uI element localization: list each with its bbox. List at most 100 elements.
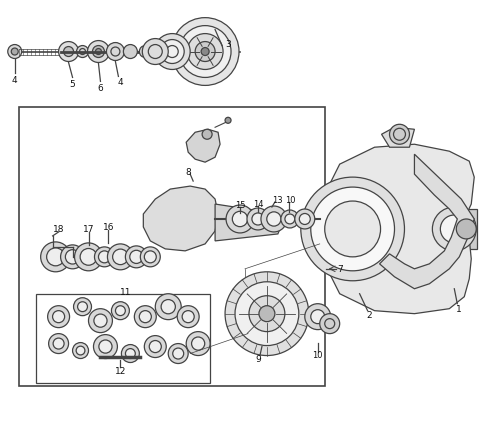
Circle shape xyxy=(94,314,107,328)
Text: 6: 6 xyxy=(97,84,103,93)
Circle shape xyxy=(8,46,22,59)
Polygon shape xyxy=(381,128,414,148)
Circle shape xyxy=(77,302,87,312)
Circle shape xyxy=(106,43,124,61)
Text: 1: 1 xyxy=(455,305,461,314)
Circle shape xyxy=(73,343,88,359)
Circle shape xyxy=(324,201,380,257)
Polygon shape xyxy=(143,187,218,251)
Circle shape xyxy=(92,46,104,58)
Circle shape xyxy=(201,49,209,56)
Circle shape xyxy=(432,207,475,251)
Circle shape xyxy=(80,249,97,265)
Text: 9: 9 xyxy=(255,354,260,363)
Circle shape xyxy=(299,214,310,225)
Text: 13: 13 xyxy=(272,195,283,204)
Circle shape xyxy=(187,35,223,70)
Circle shape xyxy=(125,246,147,268)
Polygon shape xyxy=(379,155,473,289)
Text: 11: 11 xyxy=(120,288,131,296)
Circle shape xyxy=(142,40,168,65)
Circle shape xyxy=(130,250,143,264)
Circle shape xyxy=(191,337,204,350)
Circle shape xyxy=(235,282,298,346)
Circle shape xyxy=(88,309,112,333)
Circle shape xyxy=(284,215,294,225)
Circle shape xyxy=(310,187,393,271)
Circle shape xyxy=(179,26,230,78)
Circle shape xyxy=(154,35,190,70)
Polygon shape xyxy=(214,204,281,242)
Text: 14: 14 xyxy=(252,199,263,208)
Text: 16: 16 xyxy=(103,223,114,232)
Circle shape xyxy=(294,210,314,230)
Circle shape xyxy=(94,248,114,267)
Polygon shape xyxy=(327,145,473,314)
Text: 4: 4 xyxy=(12,76,17,85)
Text: 3: 3 xyxy=(225,40,230,49)
Circle shape xyxy=(260,207,286,233)
Circle shape xyxy=(139,311,151,323)
Circle shape xyxy=(52,311,64,323)
Bar xyxy=(19,108,324,386)
Circle shape xyxy=(258,306,274,322)
Circle shape xyxy=(225,272,308,356)
Circle shape xyxy=(98,251,110,263)
Circle shape xyxy=(47,306,69,328)
Circle shape xyxy=(389,125,408,145)
Circle shape xyxy=(125,349,135,359)
Circle shape xyxy=(186,332,210,356)
Circle shape xyxy=(144,251,156,263)
Circle shape xyxy=(266,212,280,227)
Circle shape xyxy=(87,41,109,63)
Circle shape xyxy=(246,208,268,230)
Polygon shape xyxy=(186,130,220,163)
Circle shape xyxy=(160,40,184,64)
Circle shape xyxy=(149,341,161,353)
Circle shape xyxy=(95,49,101,55)
Circle shape xyxy=(111,302,129,320)
Circle shape xyxy=(46,248,64,266)
Circle shape xyxy=(280,210,298,228)
Circle shape xyxy=(182,311,194,323)
Circle shape xyxy=(155,294,181,320)
Circle shape xyxy=(177,306,199,328)
Bar xyxy=(36,294,210,383)
Circle shape xyxy=(112,250,128,265)
Circle shape xyxy=(48,334,68,354)
Circle shape xyxy=(123,46,137,59)
Circle shape xyxy=(115,306,125,316)
Circle shape xyxy=(202,130,212,140)
Circle shape xyxy=(439,216,467,243)
Circle shape xyxy=(76,346,85,355)
Circle shape xyxy=(168,344,188,364)
Text: 10: 10 xyxy=(284,195,294,204)
Circle shape xyxy=(161,300,175,314)
Circle shape xyxy=(107,245,133,270)
Circle shape xyxy=(172,348,183,359)
Circle shape xyxy=(65,250,79,265)
Text: 2: 2 xyxy=(366,311,372,320)
Circle shape xyxy=(251,213,263,225)
Circle shape xyxy=(310,310,324,324)
Circle shape xyxy=(248,296,284,332)
Text: 18: 18 xyxy=(53,225,64,234)
Circle shape xyxy=(139,46,151,58)
Circle shape xyxy=(75,243,102,271)
Circle shape xyxy=(232,212,247,227)
Text: 8: 8 xyxy=(185,167,191,176)
Circle shape xyxy=(226,205,254,233)
Circle shape xyxy=(74,298,91,316)
Text: 15: 15 xyxy=(234,200,245,209)
Text: 10: 10 xyxy=(312,350,322,359)
Circle shape xyxy=(121,345,139,363)
Circle shape xyxy=(60,245,84,269)
Text: 4: 4 xyxy=(117,78,123,87)
Circle shape xyxy=(144,336,166,358)
Circle shape xyxy=(99,340,112,353)
Circle shape xyxy=(76,46,88,58)
Circle shape xyxy=(455,219,475,239)
Circle shape xyxy=(304,304,330,330)
Circle shape xyxy=(140,248,160,267)
Circle shape xyxy=(300,178,404,281)
